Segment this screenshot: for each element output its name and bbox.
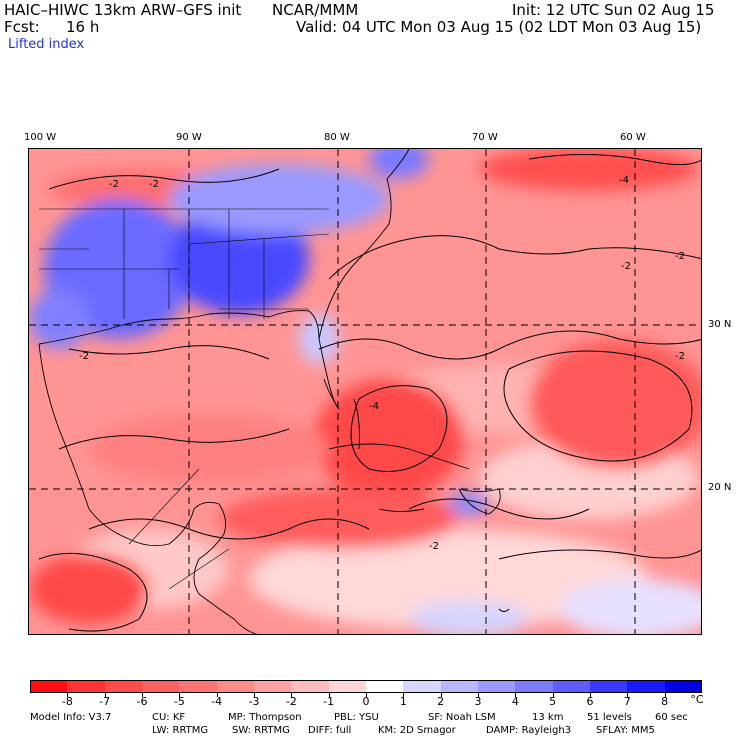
colorbar-label: -3 [248, 695, 260, 708]
colorbar-label: -1 [323, 695, 335, 708]
colorbar-label: 5 [549, 695, 557, 708]
colorbar-unit: °C [690, 693, 704, 706]
shortwave-scheme: SW: RRTMG [232, 725, 290, 736]
colorbar-swatch [142, 680, 180, 693]
grid-spacing: 13 km [532, 712, 564, 723]
colorbar-swatch [104, 680, 143, 693]
colorbar-swatch [403, 680, 442, 693]
colorbar-label: 6 [586, 695, 594, 708]
colorbar-swatch [590, 680, 628, 693]
contour-lines [38, 153, 701, 632]
colorbar-swatch [552, 680, 591, 693]
microphysics-scheme: MP: Thompson [228, 712, 302, 723]
field-shading [29, 149, 701, 634]
colorbar-label: -4 [211, 695, 223, 708]
colorbar-label: 4 [511, 695, 519, 708]
cumulus-scheme: CU: KF [152, 712, 186, 723]
contour-label-group: -2 -2 -2 -2 -2 -4 -4 -2 -2 [79, 175, 685, 552]
colorbar-label: -2 [285, 695, 297, 708]
pbl-scheme: PBL: YSU [334, 712, 379, 723]
colorbar-label: -8 [61, 695, 73, 708]
contour-label: -2 [621, 261, 631, 272]
colorbar-tick [552, 693, 554, 697]
vertical-levels: 51 levels [587, 712, 632, 723]
valid-time: Valid: 04 UTC Mon 03 Aug 15 (02 LDT Mon … [296, 18, 702, 36]
political-borders [39, 208, 330, 590]
contour-label: -2 [79, 351, 89, 362]
colorbar-swatch [328, 680, 367, 693]
damping-option: DAMP: Rayleigh3 [486, 725, 572, 736]
colorbar-swatch [216, 680, 255, 693]
colorbar-tick [403, 693, 405, 697]
eddy-option: KM: 2D Smagor [378, 725, 456, 736]
contour-label: -4 [619, 175, 629, 186]
diffusion-option: DIFF: full [308, 725, 352, 736]
colorbar-label: -7 [99, 695, 111, 708]
contour-label: -2 [149, 179, 159, 190]
colorbar-tick [328, 693, 330, 697]
model-title: HAIC–HIWC 13km ARW–GFS init [4, 1, 242, 19]
surface-layer-option: SFLAY: MM5 [596, 725, 655, 736]
lon-label-80w: 80 W [324, 132, 350, 143]
colorbar-swatch [627, 680, 666, 693]
contour-label: -2 [675, 251, 685, 262]
colorbar-tick [179, 693, 181, 697]
colorbar-label: 2 [437, 695, 445, 708]
contour-label: -4 [369, 401, 379, 412]
colorbar-tick [440, 693, 442, 697]
lon-label-100w: 100 W [24, 132, 57, 143]
contour-label: -2 [429, 541, 439, 552]
colorbar-label: -6 [136, 695, 148, 708]
colorbar-tick [590, 693, 591, 697]
colorbar-tick [142, 693, 143, 697]
colorbar-label: 3 [474, 695, 482, 708]
time-step: 60 sec [655, 712, 688, 723]
colorbar-tick [291, 693, 293, 697]
map-canvas: -2 -2 -2 -2 -2 -4 -4 -2 -2 [29, 149, 701, 634]
colorbar-tick [104, 693, 106, 697]
lon-label-60w: 60 W [620, 132, 646, 143]
center-label: NCAR/MMM [272, 1, 359, 19]
colorbar-swatch [30, 680, 68, 693]
lon-label-90w: 90 W [176, 132, 202, 143]
colorbar-swatch [664, 680, 703, 693]
colorbar-label: 1 [399, 695, 407, 708]
colorbar-tick [254, 693, 255, 697]
field-name: Lifted index [8, 37, 85, 52]
colorbar-tick [515, 693, 517, 697]
colorbar-swatch [515, 680, 554, 693]
colorbar-tick [67, 693, 69, 697]
init-time: Init: 12 UTC Sun 02 Aug 15 [512, 1, 715, 19]
colorbar-label: 0 [362, 695, 370, 708]
colorbar-tick [366, 693, 367, 697]
colorbar-label: 7 [623, 695, 631, 708]
lifted-index-map: -2 -2 -2 -2 -2 -4 -4 -2 -2 [28, 148, 702, 635]
lat-label-30n: 30 N [708, 319, 732, 330]
colorbar-swatch [179, 680, 218, 693]
colorbar-swatch [366, 680, 404, 693]
colorbar-label: 8 [661, 695, 669, 708]
colorbar-swatch [440, 680, 479, 693]
colorbar-frame [30, 680, 702, 693]
colorbar-swatch [254, 680, 292, 693]
contour-label: -2 [109, 179, 119, 190]
colorbar-tick [627, 693, 629, 697]
lon-label-70w: 70 W [472, 132, 498, 143]
colorbar-swatch [291, 680, 330, 693]
forecast-label: Fcst: [4, 18, 40, 36]
longwave-scheme: LW: RRTMG [152, 725, 209, 736]
surface-scheme: SF: Noah LSM [428, 712, 496, 723]
forecast-hour: 16 h [66, 18, 100, 36]
lat-label-20n: 20 N [708, 482, 732, 493]
colorbar-tick [664, 693, 666, 697]
lat-lon-grid [29, 149, 701, 634]
colorbar-tick [216, 693, 218, 697]
model-info: Model Info: V3.7 [30, 712, 112, 723]
contour-label: -2 [675, 351, 685, 362]
colorbar-swatch [478, 680, 516, 693]
colorbar-label: -5 [173, 695, 185, 708]
colorbar-swatch [67, 680, 106, 693]
colorbar-tick [478, 693, 479, 697]
